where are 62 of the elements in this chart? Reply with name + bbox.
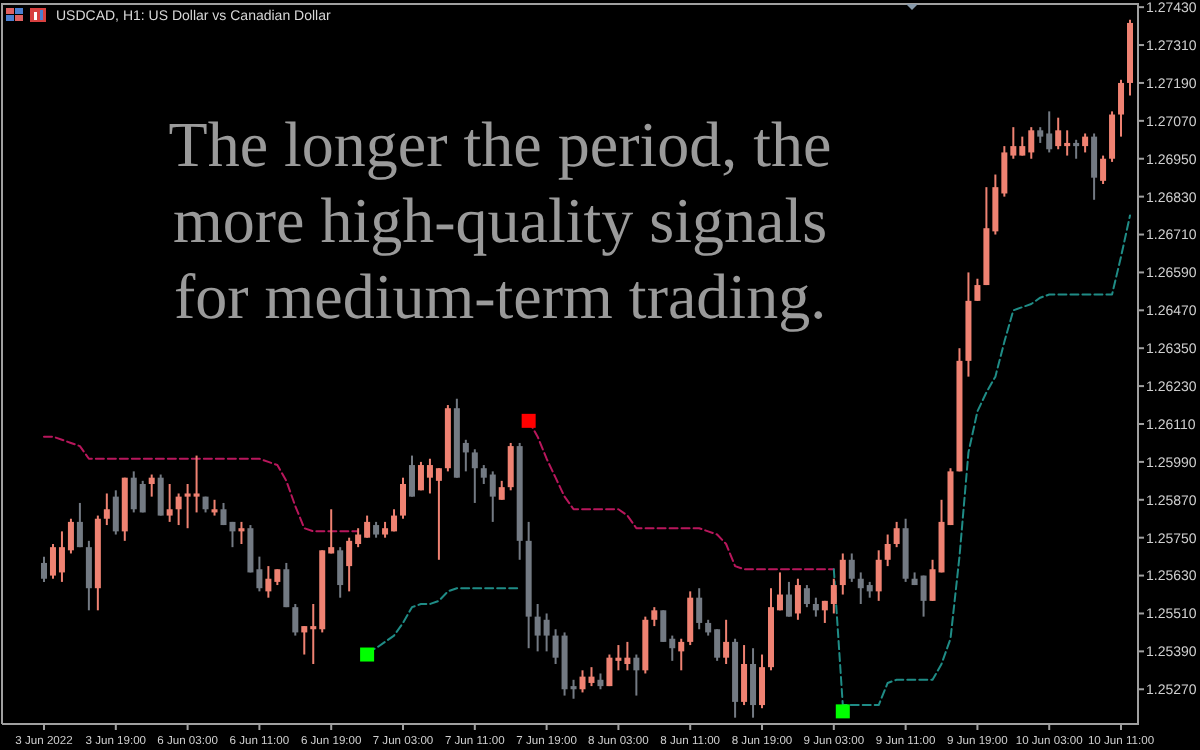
candlestick	[1118, 78, 1125, 138]
candlestick	[893, 520, 900, 549]
candlestick	[1100, 154, 1107, 185]
candlestick	[606, 653, 613, 688]
candlestick	[696, 587, 703, 631]
candlestick	[85, 539, 92, 612]
candlestick	[633, 653, 640, 697]
candlestick	[839, 552, 846, 596]
candlestick	[489, 470, 496, 523]
candlestick	[193, 454, 200, 514]
candlestick	[400, 476, 407, 520]
candlestick	[408, 454, 415, 498]
candlestick	[292, 603, 299, 637]
candlestick	[76, 501, 83, 549]
candlestick	[1109, 110, 1116, 163]
candlestick	[337, 546, 344, 599]
candlestick	[1091, 132, 1098, 201]
candlestick	[741, 644, 748, 707]
candlestick	[139, 479, 146, 514]
candlestick	[283, 561, 290, 609]
candlestick	[1055, 116, 1062, 151]
candlestick	[687, 590, 694, 647]
candlestick	[579, 669, 586, 694]
candlestick	[848, 552, 855, 583]
candlestick	[974, 277, 981, 302]
candlestick	[498, 479, 505, 501]
candlestick	[471, 448, 478, 504]
candlestick	[723, 618, 730, 665]
candlestick	[507, 441, 514, 492]
point	[521, 413, 536, 428]
candlestick	[41, 555, 47, 583]
candlestick	[166, 483, 173, 523]
annotation: The longer the period, the more high-quality signals for medium-term trading.	[168, 108, 832, 332]
candlestick	[875, 549, 882, 602]
candlestick	[812, 596, 819, 618]
point	[360, 647, 375, 662]
candlestick	[112, 489, 119, 536]
candlestick	[588, 666, 595, 688]
candlestick	[920, 574, 927, 618]
candlestick	[1082, 132, 1089, 154]
candlestick	[1073, 138, 1080, 160]
candlestick	[884, 533, 891, 568]
candlestick	[803, 584, 810, 609]
candlestick	[651, 606, 658, 628]
candlestick	[157, 473, 164, 517]
candlestick	[678, 637, 685, 672]
candlestick	[830, 577, 837, 615]
candlestick	[346, 536, 353, 593]
candlestick	[238, 520, 245, 545]
candlestick	[750, 647, 757, 719]
candlestick	[785, 580, 792, 618]
candlestick	[175, 492, 182, 527]
candlestick	[543, 612, 550, 653]
candlestick	[148, 473, 155, 498]
point	[835, 704, 850, 719]
candlestick	[435, 467, 442, 561]
candlestick	[103, 492, 110, 527]
candlestick	[759, 653, 766, 710]
candlestick	[794, 577, 801, 621]
candlestick	[660, 609, 667, 643]
candlestick	[301, 625, 308, 656]
candlestick	[265, 565, 272, 599]
